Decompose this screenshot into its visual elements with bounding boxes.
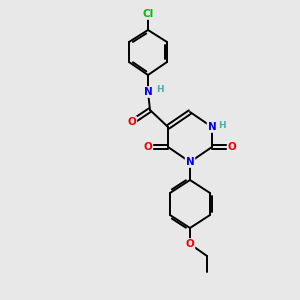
Text: H: H bbox=[218, 121, 226, 130]
Text: H: H bbox=[156, 85, 164, 94]
Text: N: N bbox=[208, 122, 216, 132]
Text: O: O bbox=[144, 142, 152, 152]
Text: N: N bbox=[144, 87, 152, 97]
Text: O: O bbox=[128, 117, 136, 127]
Text: O: O bbox=[186, 239, 194, 249]
Text: N: N bbox=[186, 157, 194, 167]
Text: Cl: Cl bbox=[142, 9, 154, 19]
Text: O: O bbox=[228, 142, 236, 152]
